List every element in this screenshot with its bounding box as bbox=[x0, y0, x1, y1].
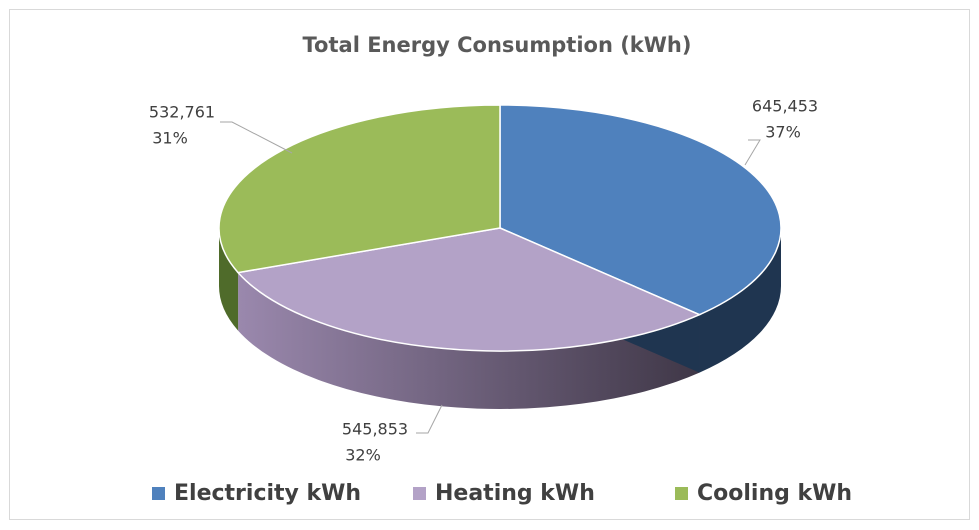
legend-swatch bbox=[675, 487, 688, 500]
data-label: 645,453 bbox=[752, 97, 818, 116]
leader-line bbox=[416, 404, 443, 434]
legend-swatch bbox=[413, 487, 426, 500]
percent-label: 32% bbox=[345, 446, 381, 465]
slice-side bbox=[699, 228, 781, 373]
leader-line bbox=[744, 139, 761, 166]
slice-side bbox=[238, 272, 700, 409]
slice bbox=[236, 227, 702, 352]
slice bbox=[218, 104, 501, 274]
legend-label: Cooling kWh bbox=[697, 481, 852, 506]
legend-label: Electricity kWh bbox=[174, 481, 361, 506]
leader-line bbox=[220, 121, 293, 154]
percent-label: 37% bbox=[765, 123, 801, 142]
data-label: 545,853 bbox=[342, 420, 408, 439]
slice-side bbox=[219, 228, 239, 331]
legend-label: Heating kWh bbox=[435, 481, 595, 506]
chart-title: Total Energy Consumption (kWh) bbox=[303, 33, 692, 57]
data-label: 532,761 bbox=[149, 103, 215, 122]
slice bbox=[499, 104, 782, 316]
percent-label: 31% bbox=[152, 129, 188, 148]
legend-swatch bbox=[152, 487, 165, 500]
